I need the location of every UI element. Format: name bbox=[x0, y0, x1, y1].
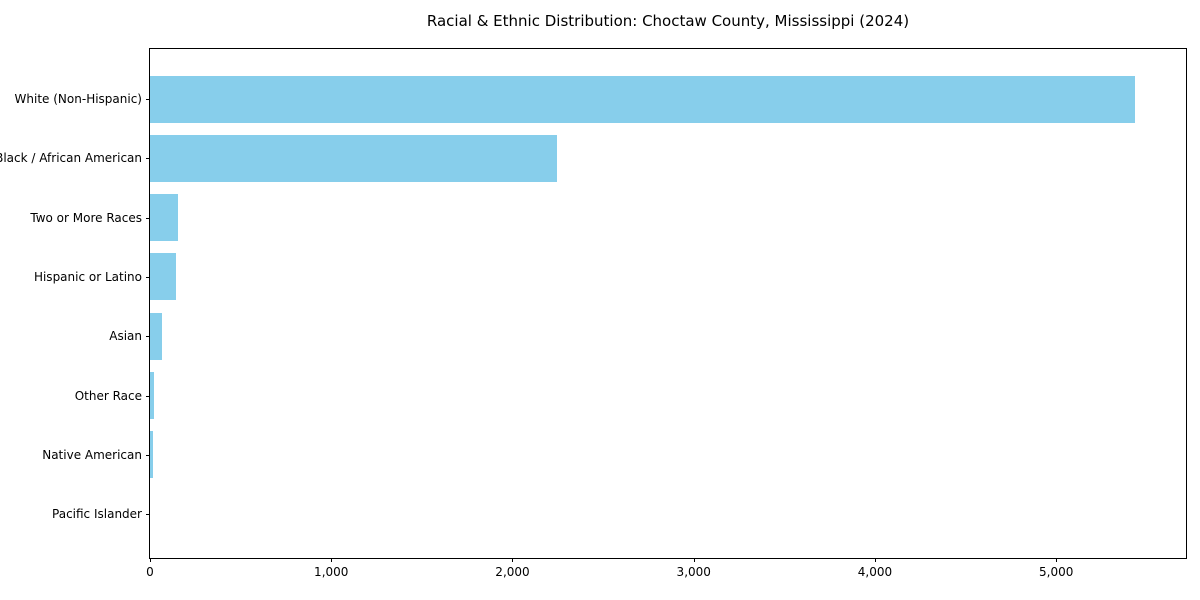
x-tick-mark bbox=[874, 558, 876, 562]
bar-other-race bbox=[150, 372, 154, 419]
y-tick-label-native-american: Native American bbox=[42, 447, 142, 462]
x-tick-label-1-000: 1,000 bbox=[314, 565, 349, 579]
y-tick-mark bbox=[146, 217, 150, 219]
bar-two-or-more-races bbox=[150, 194, 179, 242]
y-tick-label-white-non-hispanic: White (Non-Hispanic) bbox=[14, 92, 142, 106]
y-tick-mark bbox=[146, 395, 150, 397]
bar-hispanic-or-latino bbox=[150, 253, 177, 301]
y-tick-label-pacific-islander: Pacific Islander bbox=[52, 507, 142, 522]
x-tick-mark bbox=[1056, 558, 1058, 562]
y-tick-mark bbox=[146, 158, 150, 160]
x-tick-label-2-000: 2,000 bbox=[495, 565, 530, 579]
x-tick-mark bbox=[693, 558, 695, 562]
bar-native-american bbox=[150, 431, 153, 479]
y-tick-mark bbox=[146, 514, 150, 516]
x-tick-label-3-000: 3,000 bbox=[676, 565, 711, 579]
y-tick-label-black-african-american: Black / African American bbox=[0, 151, 142, 166]
y-tick-mark bbox=[146, 99, 150, 100]
x-tick-mark bbox=[150, 558, 151, 562]
x-tick-mark bbox=[512, 558, 514, 562]
bar-asian bbox=[150, 312, 163, 360]
y-tick-label-other-race: Other Race bbox=[74, 388, 142, 403]
bar-white-non-hispanic bbox=[150, 75, 1136, 123]
y-tick-label-hispanic-or-latino: Hispanic or Latino bbox=[33, 269, 142, 284]
x-tick-label-4-000: 4,000 bbox=[857, 565, 893, 579]
bar-black-african-american bbox=[150, 134, 557, 182]
x-tick-label-0: 0 bbox=[146, 565, 154, 579]
plot-area: White (Non-Hispanic) Black / African Amer… bbox=[0, 48, 1187, 579]
x-tick-label-5-000: 5,000 bbox=[1039, 565, 1074, 579]
chart-title: Racial & Ethnic Distribution: Choctaw Co… bbox=[426, 12, 910, 30]
y-tick-mark bbox=[146, 276, 150, 278]
y-tick-mark bbox=[146, 454, 150, 456]
x-tick-mark bbox=[331, 558, 333, 562]
y-tick-label-asian: Asian bbox=[109, 329, 142, 344]
y-tick-mark bbox=[146, 336, 150, 338]
y-tick-label-two-or-more-races: Two or More Races bbox=[30, 210, 142, 225]
